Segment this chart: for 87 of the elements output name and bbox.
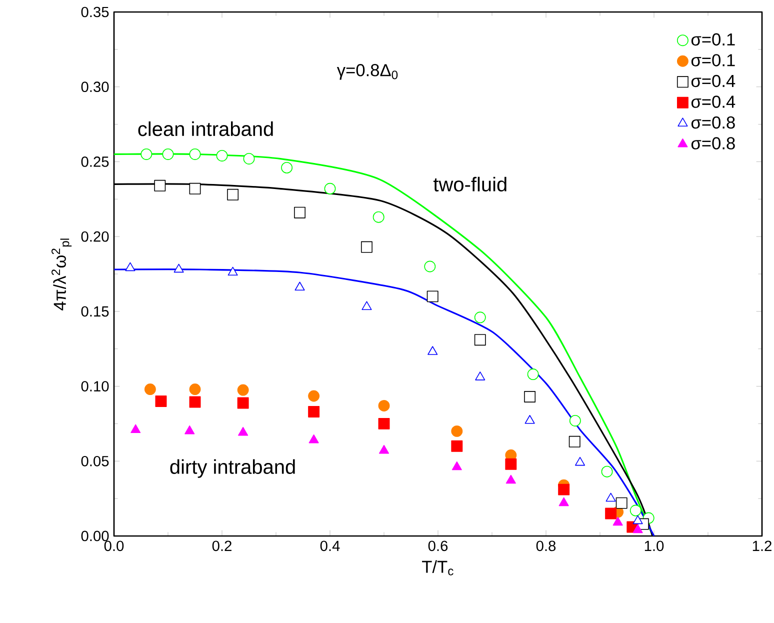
x-tick-label: 0.6 bbox=[428, 540, 448, 552]
legend-label: σ=0.4 bbox=[691, 96, 736, 108]
annotation: γ=0.8Δ$_{0}$ bbox=[336, 64, 398, 80]
y-tick-label: 0.35 bbox=[81, 6, 109, 18]
point bbox=[632, 515, 643, 524]
y-tick-label: 0.20 bbox=[81, 231, 109, 242]
point bbox=[227, 188, 239, 200]
y-tick-label: 0.25 bbox=[81, 156, 109, 167]
point bbox=[424, 260, 436, 272]
point bbox=[558, 484, 570, 496]
point bbox=[125, 262, 136, 272]
point bbox=[237, 397, 249, 409]
point bbox=[189, 148, 201, 160]
point bbox=[452, 461, 462, 470]
point bbox=[162, 148, 174, 160]
legend-label: σ=0.8 bbox=[691, 137, 735, 150]
point bbox=[237, 384, 249, 396]
annotation: clean intraband bbox=[138, 121, 273, 136]
point bbox=[506, 474, 516, 484]
y-tick-label: 0.10 bbox=[81, 381, 109, 392]
point bbox=[451, 440, 463, 452]
x-axis-title: T/T$_{c}$ bbox=[422, 560, 454, 576]
point bbox=[426, 290, 438, 302]
point bbox=[605, 508, 617, 520]
legend-label: σ=0.4 bbox=[691, 74, 736, 88]
point bbox=[505, 458, 517, 470]
y-tick-label: 0.00 bbox=[81, 530, 109, 542]
point bbox=[216, 150, 228, 162]
point bbox=[524, 414, 535, 424]
point bbox=[632, 524, 643, 534]
point bbox=[372, 211, 384, 223]
point bbox=[378, 418, 390, 430]
point bbox=[569, 414, 581, 426]
x-tick-label: 0.8 bbox=[536, 540, 556, 552]
legend-label: σ=0.1 bbox=[691, 54, 735, 66]
point bbox=[281, 162, 293, 174]
point bbox=[308, 406, 320, 418]
point bbox=[527, 368, 539, 380]
x-tick-label: 1.0 bbox=[644, 540, 664, 552]
y-tick-label: 0.05 bbox=[81, 456, 109, 466]
point bbox=[144, 384, 156, 396]
x-tick-label: 1.2 bbox=[752, 540, 772, 551]
point bbox=[324, 182, 336, 194]
point bbox=[362, 301, 372, 310]
x-tick-label: 0.0 bbox=[104, 540, 124, 552]
point bbox=[228, 266, 238, 276]
point bbox=[630, 504, 642, 516]
point bbox=[378, 444, 390, 454]
point bbox=[612, 516, 623, 526]
point bbox=[243, 152, 255, 164]
point bbox=[184, 425, 195, 434]
point bbox=[575, 456, 586, 466]
point bbox=[238, 426, 248, 436]
point bbox=[308, 434, 319, 444]
point bbox=[189, 182, 201, 194]
point bbox=[558, 497, 569, 506]
legend-label: σ=0.8 bbox=[691, 116, 735, 129]
point bbox=[360, 241, 372, 253]
point bbox=[475, 372, 486, 380]
point bbox=[606, 492, 616, 502]
annotation: two-fluid bbox=[433, 176, 506, 192]
point bbox=[616, 497, 628, 509]
point bbox=[474, 334, 486, 346]
point bbox=[428, 346, 438, 355]
point bbox=[155, 396, 167, 407]
point bbox=[308, 390, 320, 402]
point bbox=[189, 396, 201, 408]
point bbox=[451, 425, 463, 437]
y-axis-title: 4π/λ$^{2}$ω$^{2}$pl bbox=[52, 238, 72, 310]
point bbox=[568, 436, 580, 448]
y-tick-label: 0.30 bbox=[81, 82, 109, 92]
point bbox=[294, 282, 305, 291]
point bbox=[130, 424, 141, 434]
point bbox=[154, 180, 166, 192]
point bbox=[601, 466, 613, 478]
point bbox=[474, 312, 486, 324]
legend-label: σ=0.1 bbox=[691, 33, 735, 46]
point bbox=[140, 148, 152, 160]
point bbox=[189, 384, 201, 396]
y-tick-label: 0.15 bbox=[81, 306, 109, 317]
annotation: dirty intraband bbox=[170, 459, 295, 478]
x-tick-label: 0.2 bbox=[212, 540, 232, 552]
point bbox=[378, 400, 390, 412]
point bbox=[294, 206, 306, 218]
x-tick-label: 0.4 bbox=[320, 540, 340, 552]
point bbox=[174, 264, 184, 273]
point bbox=[524, 391, 536, 402]
